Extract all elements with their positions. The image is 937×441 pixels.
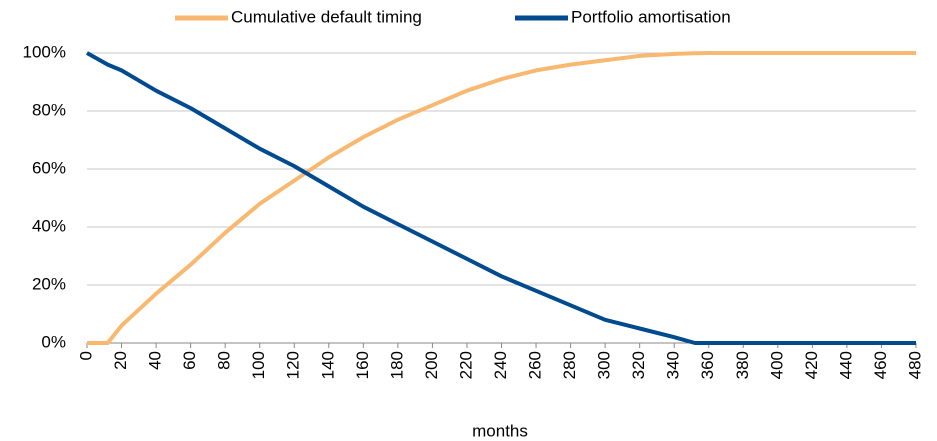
y-tick-label: 40% <box>32 216 66 235</box>
x-tick-label: 360 <box>698 351 717 379</box>
y-tick-label: 100% <box>23 42 66 61</box>
legend-label: Portfolio amortisation <box>571 7 731 26</box>
y-tick-label: 60% <box>32 158 66 177</box>
x-tick-label: 280 <box>560 351 579 379</box>
x-axis-label: months <box>472 421 528 440</box>
x-tick-label: 480 <box>905 351 924 379</box>
x-tick-label: 440 <box>836 351 855 379</box>
x-tick-label: 160 <box>353 351 372 379</box>
series-line <box>87 51 916 345</box>
x-tick-label: 340 <box>664 351 683 379</box>
x-tick-label: 460 <box>871 351 890 379</box>
x-tick-label: 240 <box>491 351 510 379</box>
x-tick-label: 200 <box>422 351 441 379</box>
x-tick-label: 20 <box>111 351 130 370</box>
x-tick-label: 140 <box>318 351 337 379</box>
legend-label: Cumulative default timing <box>231 7 422 26</box>
x-tick-label: 400 <box>767 351 786 379</box>
x-tick-label: 0 <box>76 351 95 360</box>
series-line <box>86 51 916 345</box>
x-tick-label: 180 <box>387 351 406 379</box>
x-tick-label: 220 <box>456 351 475 379</box>
y-tick-label: 80% <box>32 100 66 119</box>
x-tick-label: 100 <box>249 351 268 379</box>
x-tick-label: 80 <box>215 351 234 370</box>
x-tick-label: 60 <box>180 351 199 370</box>
x-tick-label: 300 <box>595 351 614 379</box>
x-tick-label: 40 <box>146 351 165 370</box>
y-tick-label: 20% <box>32 274 66 293</box>
x-tick-label: 120 <box>284 351 303 379</box>
x-tick-label: 380 <box>733 351 752 379</box>
x-tick-label: 260 <box>526 351 545 379</box>
x-tick-label: 320 <box>629 351 648 379</box>
x-tick-label: 420 <box>802 351 821 379</box>
y-tick-label: 0% <box>41 332 66 351</box>
